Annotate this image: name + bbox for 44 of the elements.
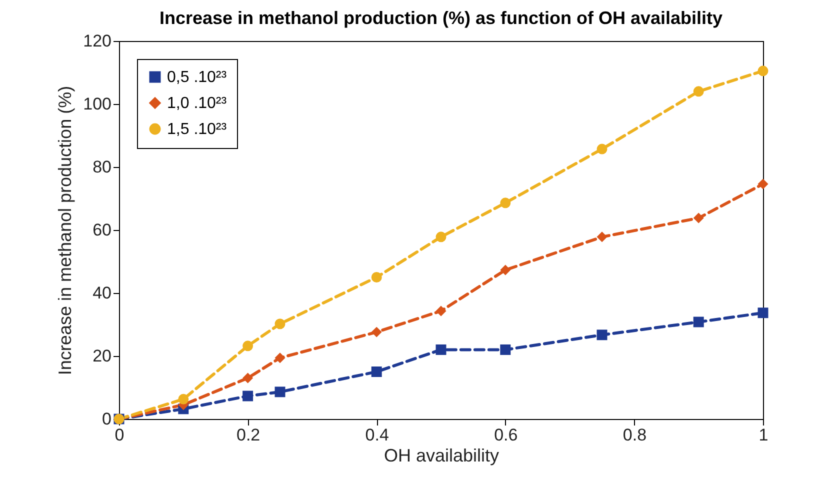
x-tick-label: 1 (758, 426, 768, 444)
chart-title: Increase in methanol production (%) as function of OH availability (159, 8, 723, 28)
point (436, 344, 446, 355)
x-tick-label: 0.4 (365, 426, 389, 444)
x-tick-label: 0.8 (622, 426, 647, 444)
point (274, 318, 286, 330)
y-tick-label: 40 (92, 284, 112, 302)
point (500, 198, 511, 208)
point (371, 366, 382, 377)
point (274, 386, 286, 398)
point (693, 212, 704, 224)
point (242, 372, 254, 384)
y-axis-title: Increase in methanol production (%) (55, 86, 76, 376)
y-tick-label: 100 (83, 94, 112, 114)
x-tick-label: 0 (114, 426, 124, 444)
point (371, 326, 382, 338)
point (242, 390, 254, 402)
x-tick-label: 0.2 (236, 426, 260, 444)
point (596, 144, 608, 154)
y-tick-label: 20 (92, 346, 112, 366)
point (693, 86, 704, 97)
y-tick-label: 0 (102, 410, 112, 428)
x-tick-label: 0.6 (494, 426, 518, 444)
point (274, 352, 286, 364)
y-tick-label: 80 (92, 158, 112, 176)
legend-label: 1,0 .10²³ (167, 95, 228, 112)
point (693, 316, 704, 328)
point (242, 340, 254, 352)
point (178, 394, 189, 404)
point (758, 308, 768, 318)
point (436, 232, 446, 242)
point (500, 264, 511, 276)
point (500, 344, 511, 355)
point (436, 306, 446, 316)
legend-label: 1,5 .10²³ (167, 121, 228, 138)
point (596, 232, 608, 242)
legend-label: 0,5 .10²³ (167, 69, 228, 86)
point (758, 178, 768, 190)
y-tick-label: 120 (83, 32, 112, 50)
point (371, 272, 382, 282)
y-tick-label: 60 (92, 220, 112, 240)
x-axis-title: OH availability (384, 446, 500, 466)
point (596, 330, 608, 340)
point (758, 66, 768, 76)
